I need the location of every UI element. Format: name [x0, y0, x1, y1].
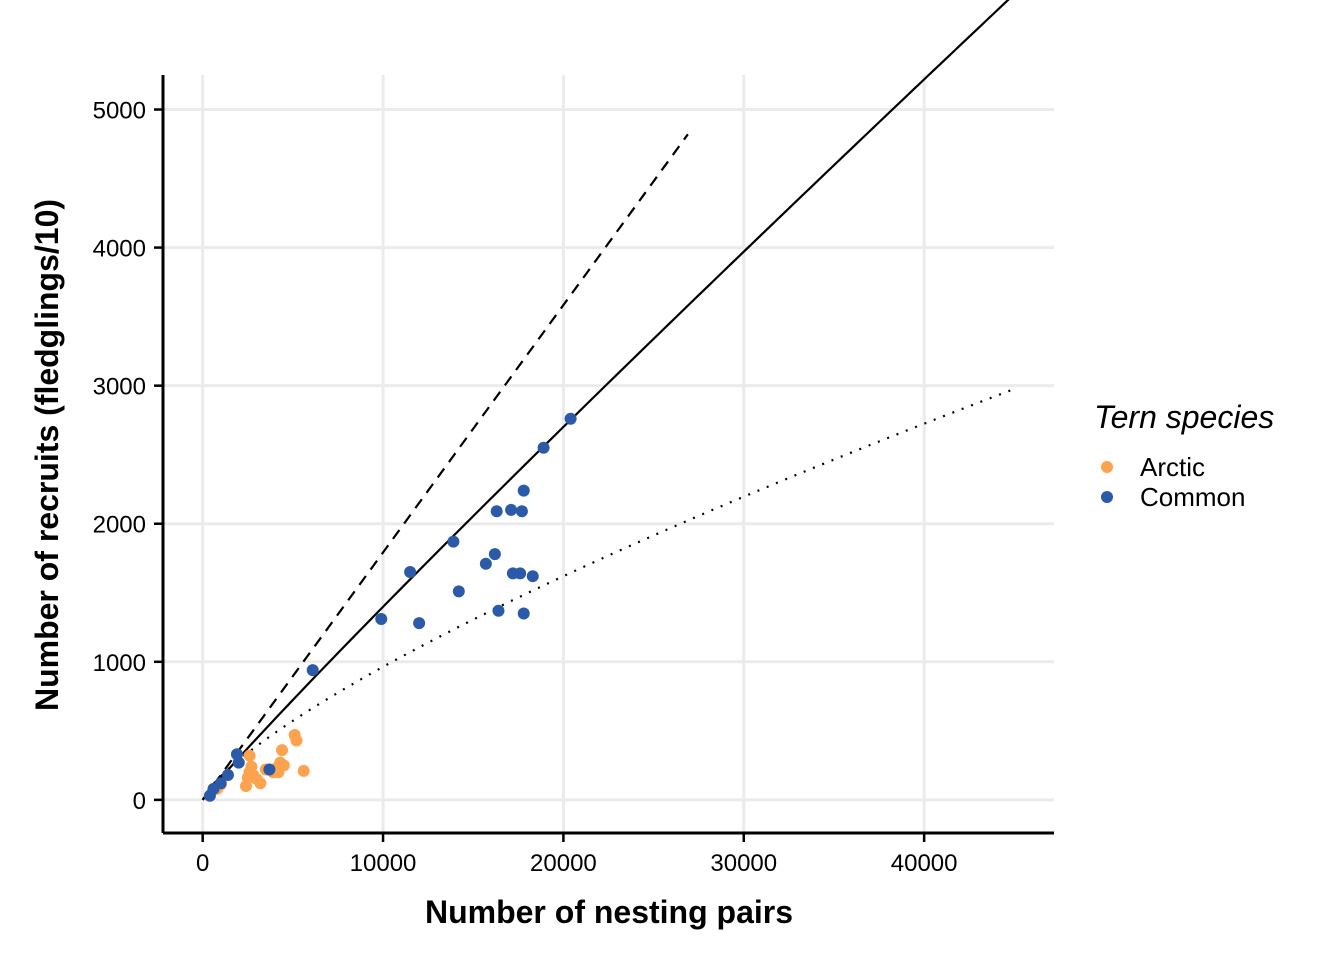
solid-fit-line: [201, 0, 1010, 801]
common-point-23: [526, 570, 539, 583]
common-point-19: [514, 567, 527, 580]
y-tick-label-0: 0: [133, 788, 146, 815]
common-point-13: [479, 557, 492, 570]
dotted-fit-line: [201, 387, 1015, 801]
x-tick-label-0: 0: [196, 850, 209, 877]
legend-key-common: [1101, 491, 1113, 503]
common-point-10: [413, 617, 426, 630]
common-point-20: [515, 505, 528, 518]
common-point-15: [490, 505, 503, 518]
legend-label-arctic: Arctic: [1140, 452, 1205, 482]
x-tick-label-2: 20000: [530, 850, 597, 877]
x-tick-label-4: 40000: [891, 850, 958, 877]
x-axis-ticks: 0 10000 20000 30000 40000: [196, 833, 958, 877]
y-tick-label-5: 5000: [93, 98, 146, 125]
y-tick-label-4: 4000: [93, 236, 146, 263]
arctic-point-19: [243, 749, 256, 762]
common-point-21: [517, 484, 530, 497]
grid-lines: [163, 75, 1054, 833]
common-point-22: [517, 607, 530, 620]
common-point-12: [452, 585, 465, 598]
common-point-7: [306, 664, 319, 677]
arctic-point-14: [276, 744, 289, 757]
common-point-9: [404, 566, 417, 579]
y-tick-label-1: 1000: [93, 650, 146, 677]
y-axis-title: Number of recruits (fledglings/10): [29, 199, 65, 711]
common-point-11: [447, 535, 460, 548]
common-point-6: [263, 763, 276, 776]
common-point-3: [221, 769, 234, 782]
common-point-2: [214, 777, 227, 790]
arctic-point-17: [290, 734, 303, 747]
fit-lines: [201, 0, 1015, 801]
data-points: [203, 412, 577, 802]
arctic-point-15: [277, 759, 290, 772]
y-axis-ticks: 0 1000 2000 3000 4000 5000: [93, 98, 163, 815]
legend: Tern species Arctic Common: [1094, 399, 1274, 512]
legend-label-common: Common: [1140, 482, 1245, 512]
arctic-point-8: [254, 777, 267, 790]
common-point-25: [564, 412, 577, 425]
common-point-8: [375, 612, 388, 625]
common-point-16: [492, 604, 505, 617]
x-tick-label-1: 10000: [350, 850, 417, 877]
legend-title: Tern species: [1094, 399, 1274, 435]
arctic-point-18: [297, 764, 310, 777]
legend-key-arctic: [1101, 461, 1113, 473]
common-point-5: [232, 756, 245, 769]
y-tick-label-2: 2000: [93, 512, 146, 539]
dashed-fit-line: [201, 133, 689, 801]
x-axis-title: Number of nesting pairs: [425, 894, 793, 930]
common-point-24: [537, 441, 550, 454]
axes: [161, 75, 1054, 835]
common-point-14: [488, 548, 501, 561]
x-tick-label-3: 30000: [710, 850, 777, 877]
y-tick-label-3: 3000: [93, 374, 146, 401]
common-point-17: [505, 503, 518, 516]
